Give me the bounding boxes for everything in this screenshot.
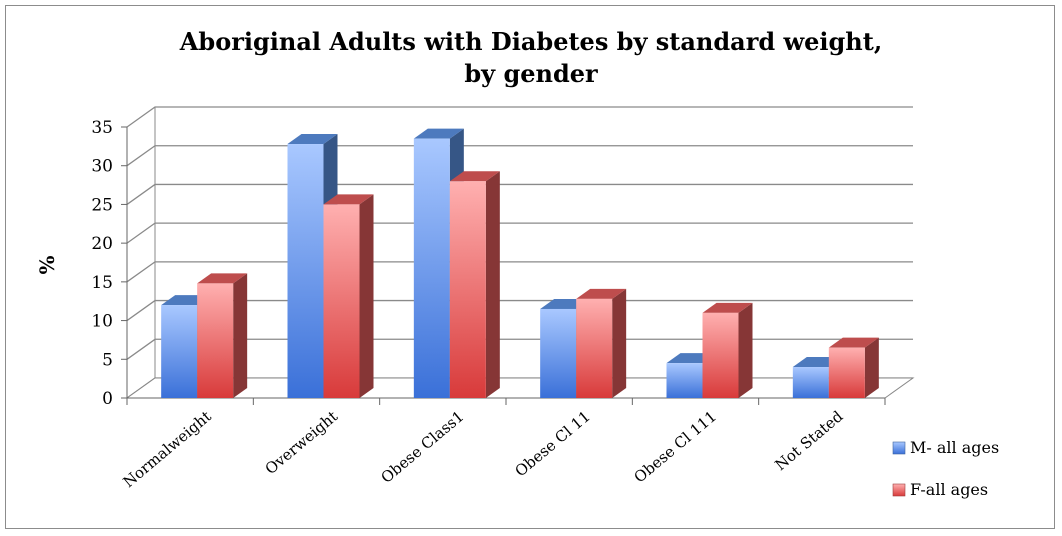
bar-side [738, 302, 753, 398]
bar-top [828, 337, 879, 348]
chart-title: Aboriginal Adults with Diabetes by stand… [0, 26, 1062, 90]
x-tick-labels: Normalweight Overweight Obese Class1 Obese … [120, 407, 847, 491]
x-tick-label: Overweight [262, 407, 341, 478]
legend-swatch [892, 483, 906, 497]
bar-front [449, 181, 486, 398]
legend: M- all ages F-all ages [892, 438, 999, 499]
bar-f [702, 302, 753, 398]
gridline [126, 299, 913, 322]
bar-top [197, 273, 248, 284]
chart-title-line-2: by gender [464, 59, 598, 88]
gridline [126, 106, 913, 128]
gridline [126, 222, 913, 244]
gridline [126, 145, 913, 167]
bar-top [323, 194, 374, 205]
bars [161, 128, 879, 398]
x-tick-label: Obese Cl 11 [512, 407, 594, 480]
y-tick-label: 20 [91, 234, 113, 254]
x-tick-label: Normalweight [120, 407, 215, 491]
y-tick-label: 25 [91, 195, 113, 215]
bar-front [197, 283, 234, 398]
legend-label: F-all ages [910, 480, 988, 499]
legend-item: F-all ages [892, 480, 988, 499]
bar-side [233, 273, 248, 398]
bar-f [449, 171, 500, 398]
bar-front [576, 298, 613, 398]
bar-front [702, 312, 739, 398]
bar-top [702, 302, 753, 313]
chart-title-line-1: Aboriginal Adults with Diabetes by stand… [179, 27, 883, 56]
bar-f [576, 288, 627, 398]
x-tick-label: Not Stated [771, 407, 846, 474]
y-tick-label: 15 [91, 273, 113, 293]
bar-front [287, 144, 324, 398]
legend-swatch [892, 441, 906, 455]
bar-front [161, 305, 198, 398]
bar-side [485, 171, 500, 398]
bar-front [413, 138, 450, 398]
y-tick-label: 30 [91, 157, 113, 177]
y-axis-label: % [35, 255, 59, 274]
bar-top [413, 128, 464, 139]
gridline [126, 183, 913, 205]
x-tick-label: Obese Cl 111 [631, 407, 721, 486]
bar-f [828, 337, 879, 398]
bar-front [323, 204, 360, 398]
chart-frame [5, 5, 1055, 529]
bar-top [287, 134, 338, 145]
y-tick-label: 35 [91, 118, 113, 138]
bar-front [540, 308, 577, 398]
x-tick-label: Obese Class1 [377, 407, 467, 487]
bar-side [359, 194, 374, 398]
gridline [126, 261, 913, 283]
bar-front [666, 363, 703, 398]
y-tick-labels: 0 5 10 15 20 25 30 35 [91, 118, 113, 409]
legend-label: M- all ages [910, 438, 999, 457]
bar-f [323, 194, 374, 398]
gridline [126, 338, 913, 360]
bar-side [612, 288, 627, 398]
bar-f [197, 273, 248, 398]
bar-top [576, 288, 627, 299]
y-tick-label: 0 [102, 389, 113, 409]
y-tick-label: 5 [102, 350, 113, 370]
bar-top [449, 171, 500, 182]
chart-walls [126, 107, 156, 398]
legend-item: M- all ages [892, 438, 999, 457]
y-tick-label: 10 [91, 312, 113, 332]
bar-front [828, 347, 865, 398]
bar-side [864, 337, 879, 398]
bar-front [792, 367, 829, 398]
